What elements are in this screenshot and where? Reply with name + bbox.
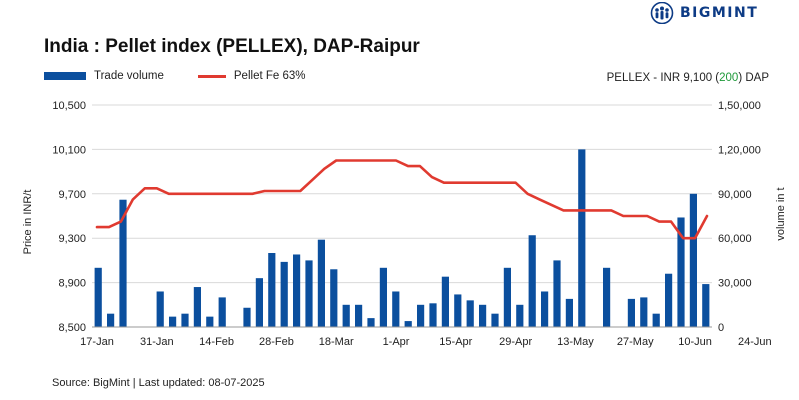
volume-bar bbox=[702, 284, 710, 327]
legend-label-pellet: Pellet Fe 63% bbox=[233, 70, 306, 82]
volume-bar bbox=[429, 303, 437, 327]
chart-legend: Trade volume Pellet Fe 63% bbox=[44, 70, 340, 82]
x-tick-label: 1-Apr bbox=[383, 336, 410, 348]
volume-bar bbox=[169, 316, 177, 327]
y-right-tick-label: 60,000 bbox=[718, 233, 752, 245]
x-tick-label: 13-May bbox=[557, 336, 594, 348]
axes: 8,500 8,900 9,300 9,700 10,100 10,500 0 30,000 6… bbox=[52, 100, 772, 348]
volume-bar bbox=[255, 278, 263, 327]
volume-bar bbox=[193, 287, 201, 327]
volume-bar bbox=[627, 298, 635, 327]
legend-label-trade-volume: Trade volume bbox=[94, 70, 164, 82]
legend-bar-swatch bbox=[44, 72, 86, 80]
brand-name: BIGMINT bbox=[680, 5, 759, 21]
brand-logo: BIGMINT bbox=[650, 2, 758, 24]
y-left-tick-label: 8,500 bbox=[58, 322, 86, 334]
volume-bar bbox=[342, 304, 350, 327]
volume-bar bbox=[553, 260, 561, 327]
volume-bar bbox=[541, 291, 549, 327]
volume-bar bbox=[454, 294, 462, 327]
x-tick-label: 24-Jun bbox=[738, 336, 772, 348]
legend-item-pellet: Pellet Fe 63% bbox=[197, 70, 306, 82]
y-right-tick-label: 1,20,000 bbox=[718, 144, 761, 156]
people-group-icon bbox=[650, 2, 674, 24]
legend-item-trade-volume: Trade volume bbox=[44, 70, 164, 82]
y-axis-left-label: Price in INR/t bbox=[22, 190, 34, 255]
volume-bar bbox=[218, 297, 226, 327]
y-left-tick-label: 9,300 bbox=[58, 233, 86, 245]
y-right-tick-label: 0 bbox=[718, 322, 724, 334]
y-right-tick-label: 90,000 bbox=[718, 189, 752, 201]
x-tick-label: 29-Apr bbox=[499, 336, 532, 348]
bar-series bbox=[94, 149, 710, 327]
volume-bar bbox=[317, 239, 325, 327]
y-left-tick-label: 10,500 bbox=[52, 100, 86, 112]
volume-bar bbox=[404, 321, 412, 327]
y-left-tick-label: 9,700 bbox=[58, 189, 86, 201]
volume-bar bbox=[689, 193, 697, 327]
volume-bar bbox=[479, 304, 487, 327]
volume-bar bbox=[280, 261, 288, 327]
price-note-prefix: PELLEX - INR 9,100 ( bbox=[606, 72, 720, 84]
line-series bbox=[95, 159, 709, 240]
y-axis-right-label: volume in t bbox=[775, 187, 787, 240]
volume-bar bbox=[107, 313, 115, 327]
y-left-tick-label: 10,100 bbox=[52, 144, 86, 156]
y-right-tick-label: 30,000 bbox=[718, 278, 752, 290]
source-note: Source: BigMint | Last updated: 08-07-20… bbox=[52, 377, 265, 389]
x-tick-label: 27-May bbox=[617, 336, 654, 348]
price-note-change: 200 bbox=[719, 72, 739, 84]
volume-bar bbox=[156, 291, 164, 327]
price-line bbox=[95, 159, 709, 240]
x-tick-label: 18-Mar bbox=[319, 336, 354, 348]
x-tick-label: 17-Jan bbox=[80, 336, 114, 348]
volume-bar bbox=[417, 304, 425, 327]
volume-bar bbox=[268, 253, 276, 327]
volume-bar bbox=[640, 297, 648, 327]
volume-bar bbox=[503, 267, 511, 327]
volume-bar bbox=[441, 276, 449, 327]
legend-line-swatch bbox=[197, 74, 226, 78]
volume-bar bbox=[305, 260, 313, 327]
x-tick-label: 14-Feb bbox=[199, 336, 234, 348]
volume-bar bbox=[392, 291, 400, 327]
y-right-tick-label: 1,50,000 bbox=[718, 100, 761, 112]
volume-bar bbox=[528, 235, 536, 327]
price-note: PELLEX - INR 9,100 (200) DAP bbox=[607, 72, 769, 84]
volume-bar bbox=[491, 313, 499, 327]
volume-bar bbox=[652, 313, 660, 327]
volume-bar bbox=[355, 304, 363, 327]
volume-bar bbox=[516, 304, 524, 327]
chart-title: India : Pellet index (PELLEX), DAP-Raipu… bbox=[44, 36, 420, 57]
y-left-tick-label: 8,900 bbox=[58, 278, 86, 290]
volume-bar bbox=[330, 269, 338, 327]
volume-bar bbox=[603, 267, 611, 327]
volume-bar bbox=[119, 199, 127, 327]
volume-bar bbox=[665, 273, 673, 327]
volume-bar bbox=[578, 149, 586, 327]
volume-bar bbox=[379, 267, 387, 327]
volume-bar bbox=[94, 267, 102, 327]
grid-lines bbox=[92, 104, 712, 328]
x-tick-label: 10-Jun bbox=[678, 336, 712, 348]
x-tick-label: 15-Apr bbox=[439, 336, 472, 348]
volume-bar bbox=[466, 300, 474, 327]
volume-bar bbox=[243, 307, 251, 327]
price-note-suffix: ) DAP bbox=[738, 72, 769, 84]
volume-bar bbox=[293, 254, 301, 327]
volume-bar bbox=[565, 298, 573, 327]
x-tick-label: 28-Feb bbox=[259, 336, 294, 348]
volume-bar bbox=[181, 313, 189, 327]
x-tick-label: 31-Jan bbox=[140, 336, 174, 348]
volume-bar bbox=[206, 316, 214, 327]
volume-bar bbox=[367, 318, 375, 327]
volume-bar bbox=[677, 217, 685, 327]
